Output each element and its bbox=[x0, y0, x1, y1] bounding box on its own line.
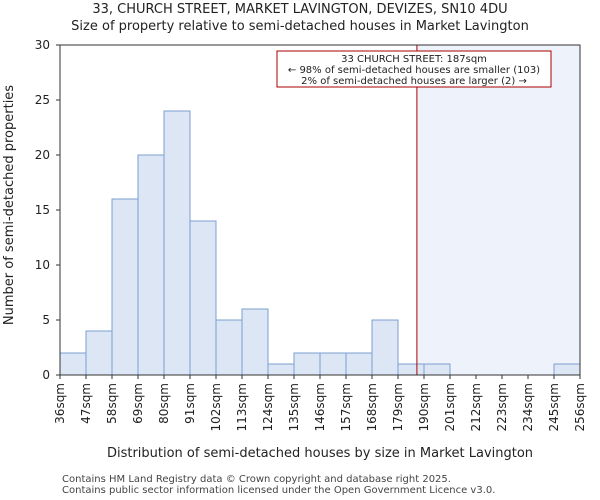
histogram-bar bbox=[423, 363, 451, 376]
x-tick-label: 223sqm bbox=[495, 383, 509, 431]
chart-title: 33, CHURCH STREET, MARKET LAVINGTON, DEV… bbox=[92, 2, 508, 17]
x-tick-label: 91sqm bbox=[183, 383, 197, 424]
x-tick-label: 179sqm bbox=[391, 383, 405, 431]
histogram-bar bbox=[215, 319, 243, 376]
x-tick-label: 135sqm bbox=[287, 383, 301, 431]
larger-region-highlight bbox=[416, 45, 580, 375]
x-tick-label: 234sqm bbox=[521, 383, 535, 431]
annotation-line-smaller: ← 98% of semi-detached houses are smalle… bbox=[288, 65, 540, 76]
x-tick-label: 58sqm bbox=[105, 383, 119, 424]
histogram-bar bbox=[397, 363, 425, 376]
x-tick-label: 168sqm bbox=[365, 383, 379, 431]
x-tick-label: 69sqm bbox=[131, 383, 145, 424]
x-tick-label: 124sqm bbox=[261, 383, 275, 431]
y-tick-label: 20 bbox=[35, 148, 50, 162]
x-tick-label: 157sqm bbox=[339, 383, 353, 431]
x-tick-label: 47sqm bbox=[79, 383, 93, 424]
histogram-bar bbox=[267, 363, 295, 376]
histogram-chart: 0 5 10 15 20 25 30 36sqm 47sqm 58sqm 69sqm 80sqm 91s… bbox=[2, 38, 587, 461]
x-tick-label: 113sqm bbox=[235, 383, 249, 431]
footer-copyright: Contains HM Land Registry data © Crown c… bbox=[62, 474, 451, 485]
x-axis-label: Distribution of semi-detached houses by … bbox=[107, 446, 533, 461]
annotation-line-property: 33 CHURCH STREET: 187sqm bbox=[341, 54, 487, 65]
annotation-line-larger: 2% of semi-detached houses are larger (2… bbox=[301, 76, 527, 87]
histogram-bar bbox=[111, 198, 139, 376]
y-tick-label: 15 bbox=[35, 203, 50, 217]
x-tick-label: 146sqm bbox=[313, 383, 327, 431]
histogram-bar bbox=[345, 352, 373, 376]
x-tick-label: 212sqm bbox=[469, 383, 483, 431]
x-tick-label: 102sqm bbox=[209, 383, 223, 431]
y-axis-label: Number of semi-detached properties bbox=[2, 85, 17, 325]
y-tick-label: 10 bbox=[35, 258, 50, 272]
y-tick-label: 25 bbox=[35, 93, 50, 107]
histogram-bar bbox=[241, 308, 269, 376]
histogram-bar bbox=[319, 352, 347, 376]
histogram-bar bbox=[59, 352, 87, 376]
histogram-bar bbox=[137, 154, 165, 376]
histogram-bar bbox=[371, 319, 399, 376]
x-tick-label: 201sqm bbox=[443, 383, 457, 431]
x-tick-label: 80sqm bbox=[157, 383, 171, 424]
x-tick-label: 36sqm bbox=[53, 383, 67, 424]
chart-subtitle: Size of property relative to semi-detach… bbox=[71, 19, 529, 34]
histogram-bar bbox=[293, 352, 321, 376]
annotation-box bbox=[276, 50, 552, 88]
y-tick-label: 0 bbox=[42, 368, 50, 382]
x-tick-label: 245sqm bbox=[547, 383, 561, 431]
histogram-bar bbox=[553, 363, 581, 376]
histogram-bar bbox=[189, 220, 217, 376]
y-tick-label: 5 bbox=[42, 313, 50, 327]
footer-licence: Contains public sector information licen… bbox=[62, 485, 496, 496]
histogram-bar bbox=[85, 330, 113, 376]
histogram-bar bbox=[163, 110, 191, 376]
x-tick-label: 190sqm bbox=[417, 383, 431, 431]
y-tick-label: 30 bbox=[35, 38, 50, 52]
x-tick-label: 256sqm bbox=[573, 383, 587, 431]
